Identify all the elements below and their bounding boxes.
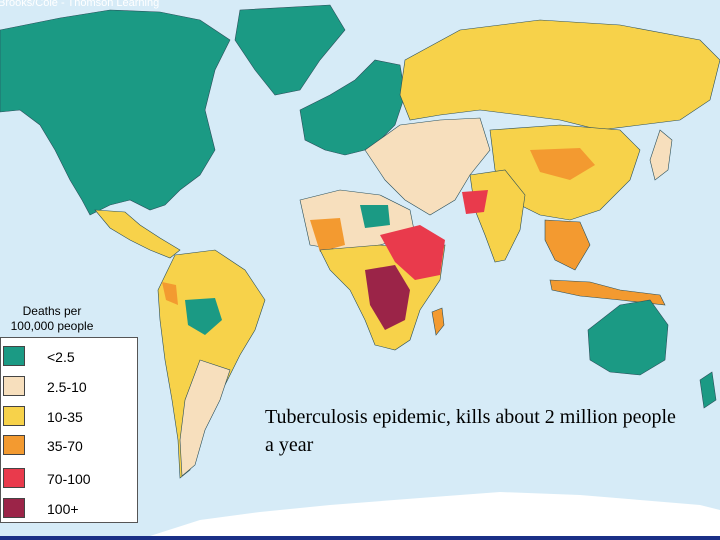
region-southeast-asia	[544, 219, 591, 271]
region-japan	[649, 129, 673, 181]
legend-swatch	[3, 468, 25, 488]
legend-item: 35-70	[1, 435, 139, 459]
legend-label: <2.5	[47, 349, 75, 365]
legend-label: 100+	[47, 501, 79, 517]
region-europe	[299, 59, 406, 156]
legend-label: 10-35	[47, 409, 83, 425]
region-north-america	[0, 9, 231, 216]
legend-item: 2.5-10	[1, 376, 139, 400]
legend-swatch	[3, 406, 25, 426]
region-madagascar	[431, 307, 445, 336]
region-south-america-south	[179, 359, 231, 477]
region-greenland	[234, 4, 346, 96]
region-algeria	[360, 205, 390, 228]
legend-label: 2.5-10	[47, 379, 87, 395]
region-bolivia	[185, 298, 222, 335]
legend-item: 70-100	[1, 468, 139, 492]
legend-title: Deaths per 100,000 people	[10, 304, 94, 333]
region-east-africa	[380, 225, 445, 280]
region-new-zealand	[699, 371, 717, 409]
region-antarctica	[150, 492, 720, 536]
caption: Tuberculosis epidemic, kills about 2 mil…	[265, 406, 676, 456]
region-australia	[587, 299, 669, 376]
legend-swatch	[3, 376, 25, 396]
legend-item: 10-35	[1, 406, 139, 430]
region-russia	[399, 19, 720, 131]
legend: <2.5 2.5-10 10-35 35-70 70-100 100+	[0, 337, 138, 523]
legend-swatch	[3, 346, 25, 366]
region-high-burden-africa	[365, 265, 410, 330]
legend-label: 70-100	[47, 471, 91, 487]
region-afghanistan	[462, 190, 488, 214]
image-credit: Brooks/Cole - Thomson Learning	[0, 0, 160, 9]
region-china-west	[530, 148, 595, 180]
region-peru	[162, 282, 178, 305]
legend-item: <2.5	[1, 346, 139, 370]
legend-item: 100+	[1, 498, 139, 522]
region-indonesia	[549, 279, 666, 306]
legend-swatch	[3, 498, 25, 518]
legend-label: 35-70	[47, 438, 83, 454]
region-central-america	[94, 209, 181, 259]
region-west-africa	[310, 218, 345, 252]
legend-swatch	[3, 435, 25, 455]
bottom-border	[0, 536, 720, 540]
